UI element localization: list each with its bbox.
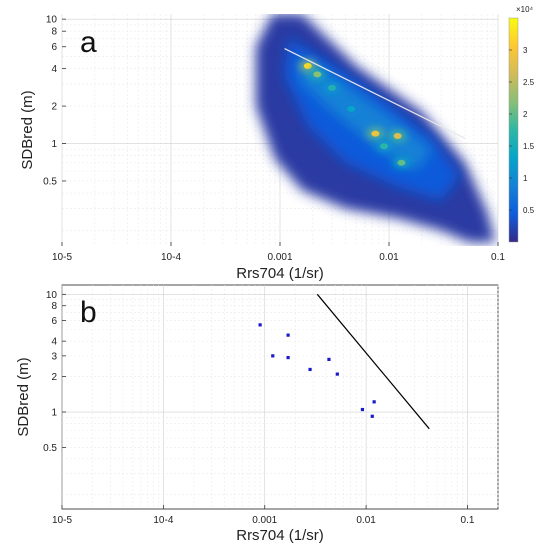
- panel-b-x-tick-label: 0.001: [252, 515, 277, 526]
- panel-a-y-tick-label: 10: [46, 15, 58, 26]
- panel-b-grid: [61, 285, 499, 509]
- density-hotspot: [397, 159, 406, 166]
- panel-a-label: a: [80, 26, 97, 59]
- panel-a-y-tick-label: 4: [51, 64, 57, 75]
- panel-a-ticks: 10-5 10-4 0.001 0.01 0.1 0.5 1 2 4 6 810: [43, 15, 505, 263]
- panel-a-regression-line: [284, 48, 466, 139]
- panel-b-y-tick-label: 4: [51, 337, 57, 348]
- panel-b-ticks: 10-5 10-4 0.001 0.01 0.1 0.5 1 2 3 4 6 810: [43, 290, 475, 526]
- panel-b-y-tick-label: 8: [51, 301, 57, 312]
- panel-b-x-tick-label: 10-5: [52, 515, 72, 526]
- scatter-point: [360, 407, 365, 412]
- scatter-point: [258, 323, 262, 327]
- panel-b-y-tick-label: 2: [51, 372, 57, 383]
- density-hotspot: [328, 84, 337, 91]
- panel-a-colorbar: 0.5 1 1.5 2 2.5 3 ×10⁴: [508, 5, 535, 243]
- scatter-point: [327, 357, 331, 361]
- colorbar-multiplier: ×10⁴: [516, 5, 534, 14]
- colorbar-tick-label: 1: [523, 174, 528, 183]
- panel-a-y-tick-label: 1: [51, 139, 57, 150]
- panel-b-y-tick-label: 1: [51, 408, 57, 419]
- panel-b-x-tick-label: 0.01: [356, 515, 376, 526]
- colorbar-tick-label: 1.5: [523, 142, 535, 151]
- colorbar-tick-label: 2: [523, 110, 528, 119]
- colorbar-tick-label: 3: [523, 46, 528, 55]
- panel-a-x-tick-label: 0.01: [379, 252, 399, 263]
- panel-b-y-tick-label: 10: [46, 290, 58, 301]
- scatter-point: [372, 400, 376, 404]
- panel-a-y-tick-label: 6: [51, 42, 57, 53]
- panel-a-x-tick-label: 0.001: [267, 252, 292, 263]
- scatter-point: [286, 355, 290, 360]
- panel-a: 10-5 10-4 0.001 0.01 0.1 0.5 1 2 4 6 810 a Rrs704 …: [19, 5, 535, 282]
- scatter-point: [308, 367, 312, 372]
- panel-b-y-tick-label: 6: [51, 316, 57, 327]
- panel-b-points: [258, 323, 376, 418]
- panel-b-x-tick-label: 10-4: [153, 515, 173, 526]
- density-hotspot: [347, 105, 356, 112]
- panel-b-y-tick-label: 3: [51, 351, 57, 362]
- panel-b-plot-area: [61, 284, 499, 510]
- panel-a-y-tick-label: 8: [51, 27, 57, 38]
- panel-b-y-tick-label: 0.5: [43, 443, 57, 454]
- panel-b-y-axis-label: SDBred (m): [15, 357, 32, 436]
- panel-a-y-tick-label: 0.5: [43, 176, 57, 187]
- panel-a-x-tick-label: 10-5: [52, 252, 72, 263]
- panel-a-y-tick-label: 2: [51, 102, 57, 113]
- scatter-point: [286, 333, 290, 337]
- density-hotspot: [380, 143, 389, 150]
- colorbar-gradient: [508, 17, 519, 243]
- scatter-point: [271, 354, 275, 358]
- density-hotspot: [393, 132, 402, 139]
- colorbar-tick-label: 0.5: [523, 206, 535, 215]
- panel-a-x-axis-label: Rrs704 (1/sr): [236, 265, 324, 282]
- panel-b-label: b: [80, 296, 97, 329]
- colorbar-tick-label: 2.5: [523, 78, 535, 87]
- density-hotspot: [303, 63, 312, 70]
- panel-b-x-tick-label: 0.1: [461, 515, 475, 526]
- panel-a-fit-line: [284, 48, 466, 139]
- scatter-point: [335, 372, 339, 376]
- panel-b-x-axis-label: Rrs704 (1/sr): [236, 527, 324, 544]
- panel-b-regression-line: [316, 293, 430, 430]
- panel-b-fit-line: [316, 293, 430, 430]
- density-hotspot: [313, 71, 322, 78]
- scatter-point: [370, 414, 374, 418]
- panel-a-y-axis-label: SDBred (m): [19, 90, 36, 169]
- panel-a-x-tick-label: 0.1: [491, 252, 505, 263]
- panel-a-x-tick-label: 10-4: [161, 252, 181, 263]
- panel-a-density-hotspots: [298, 60, 411, 169]
- density-hotspot: [371, 130, 380, 137]
- panel-b: 10-5 10-4 0.001 0.01 0.1 0.5 1 2 3 4 6 810 b Rrs704…: [15, 284, 499, 544]
- colorbar-ticks: 0.5 1 1.5 2 2.5 3: [509, 46, 535, 215]
